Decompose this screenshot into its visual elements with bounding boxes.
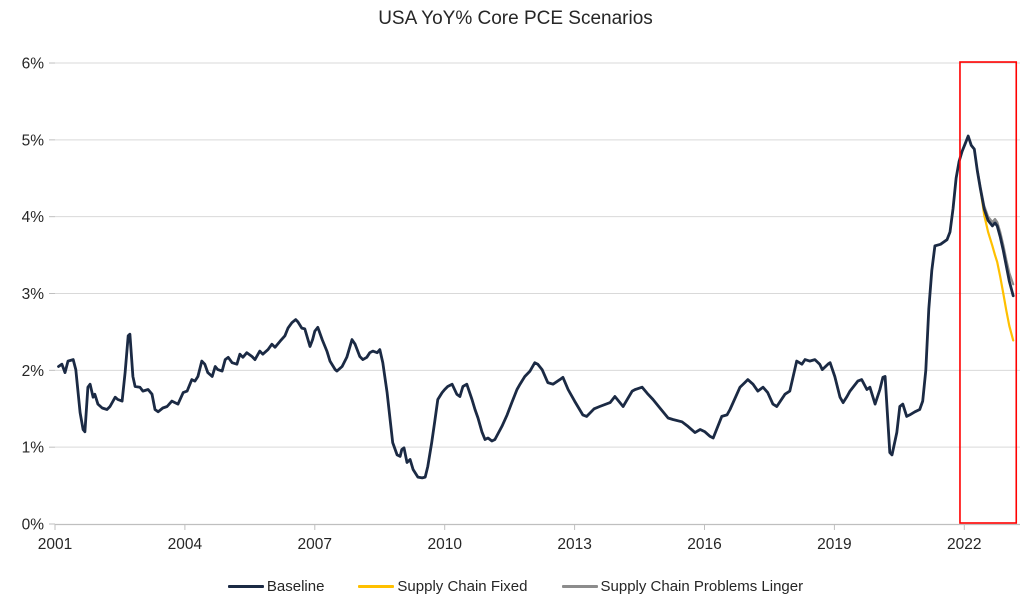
y-axis-label: 3% (22, 286, 45, 303)
x-axis-label: 2022 (947, 536, 981, 553)
scenario-forecast-highlight (959, 61, 1018, 524)
x-axis-label: 2019 (817, 536, 851, 553)
legend: Baseline Supply Chain Fixed Supply Chain P… (0, 578, 1031, 595)
legend-swatch (227, 585, 264, 588)
x-axis-label: 2016 (687, 536, 721, 553)
x-axis-label: 2007 (298, 536, 332, 553)
chart-title: USA YoY% Core PCE Scenarios (378, 8, 653, 29)
legend-label: Baseline (266, 578, 325, 595)
x-axis-label: 2004 (168, 536, 203, 553)
series-line-baseline (57, 134, 1015, 480)
legend-label: Supply Chain Problems Linger (600, 578, 804, 595)
y-axis-label: 6% (22, 56, 45, 73)
y-axis-label: 5% (22, 132, 45, 149)
x-axis-label: 2010 (427, 536, 462, 553)
y-axis-label: 1% (22, 440, 45, 457)
series-line-supply-chain-fixed (979, 187, 1015, 342)
legend-item-supply-chain-problems-linger: Supply Chain Problems Linger (561, 578, 804, 595)
x-axis-label: 2001 (38, 536, 72, 553)
x-axis-label: 2013 (557, 536, 591, 553)
y-axis-label: 2% (22, 363, 45, 380)
legend-label: Supply Chain Fixed (397, 578, 528, 595)
legend-swatch (561, 585, 598, 588)
legend-item-supply-chain-fixed: Supply Chain Fixed (358, 578, 528, 595)
legend-item-baseline: Baseline (227, 578, 325, 595)
y-axis-label: 0% (22, 517, 45, 534)
legend-swatch (358, 585, 395, 588)
y-axis-label: 4% (22, 209, 45, 226)
